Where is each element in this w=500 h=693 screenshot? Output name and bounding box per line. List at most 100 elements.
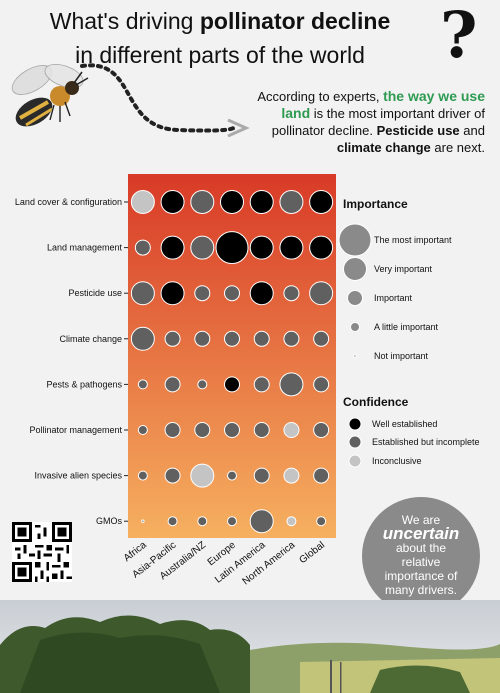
bubble [134,239,151,256]
callout-line2: about the relative importance of many dr… [384,541,458,597]
bee-icon [11,63,89,127]
legend-importance-bubble [338,223,372,257]
bubble [309,281,334,306]
bubble [224,285,240,302]
bubble [215,231,249,265]
bubble [286,516,297,527]
legend-confidence-title: Confidence [343,395,409,409]
bubble [137,379,148,390]
column-label: Global [297,540,327,566]
bubble [137,470,148,481]
bubble [283,422,300,438]
callout-big: uncertain [382,524,460,543]
bubble [279,190,304,214]
bubble [130,281,155,306]
legend-importance-label: Important [374,293,413,303]
question-mark-icon: ? [440,0,478,73]
bubble [227,470,237,481]
legend-confidence-label: Inconclusive [372,456,422,466]
bubble [283,330,300,347]
bubble [160,235,185,260]
bubble [249,509,274,534]
bubble [224,422,240,438]
row-label: GMOs [96,516,122,526]
uncertainty-callout: We are uncertain about the relative impo… [362,497,480,615]
bubble [279,235,304,260]
bubble [253,376,270,393]
legend-importance-bubble [353,354,357,358]
bubble [194,285,211,302]
bubble [197,516,208,527]
bubble [197,379,208,390]
intro-climate: climate change [336,140,431,155]
bubble [283,467,300,484]
column-label: North America [241,539,298,587]
bubble [253,467,270,484]
row-label: Land cover & configuration [15,197,122,207]
bubble [253,330,270,347]
bubble [313,422,330,438]
bubble [190,235,215,260]
row-label: Land management [47,243,123,253]
bubble [224,376,240,393]
bubble [130,326,155,351]
legend-importance-label: The most important [374,235,452,245]
chart-background [128,174,336,538]
intro-and: and [463,123,485,138]
bubble [137,425,148,435]
legend-importance-label: Not important [374,351,429,361]
row-label: Pests & pathogens [46,379,122,389]
bubble [283,285,300,302]
intro-highlight: the way we use land [281,88,485,121]
bubble [224,330,240,347]
landscape-photo [0,600,500,693]
bubble [227,516,237,527]
bubble [164,376,181,393]
bubble [249,190,274,214]
qr-code-icon[interactable] [11,522,73,582]
legend-confidence-dot [348,454,362,468]
bubble [167,516,178,527]
row-label: Pollinator management [29,425,122,435]
legend-confidence-label: Well established [372,419,437,429]
legend-importance-bubble [350,322,360,332]
bubble [309,235,334,260]
bubble [164,422,181,438]
bubble [190,463,215,488]
bubble [279,372,304,397]
bubble [316,516,327,527]
bubble [130,190,155,214]
intro-text: According to experts, the way we use lan… [240,88,485,156]
dotted-arrow-icon [80,63,250,138]
title-pre: What's driving [49,8,194,34]
row-label: Invasive alien species [34,471,122,481]
legend-importance-bubble [343,257,367,281]
intro-part2: is the most important driver of pollinat… [271,106,485,138]
bubble [164,467,181,484]
title-bold: pollinator decline [199,8,391,34]
bubble [313,467,330,484]
bubble [220,190,244,214]
legend-importance-title: Importance [343,197,408,211]
bubble [160,190,185,214]
legend-confidence-dot [348,417,362,431]
bubble [313,330,330,347]
bubble [313,376,330,393]
row-label: Pesticide use [68,288,122,298]
legend-confidence-label: Established but incomplete [372,437,480,447]
bubble [194,330,211,347]
bubble-chart: Land cover & configuration Land managemen… [15,174,480,587]
legend-importance-label: Very important [374,264,433,274]
bubble [309,190,334,214]
intro-part1: According to experts, [257,89,380,104]
page-subtitle: in different parts of the world [75,42,365,68]
bubble [164,330,181,347]
bubble [194,422,211,438]
legend-importance-label: A little important [374,322,439,332]
intro-part4: are next. [434,140,485,155]
legend-confidence-dot [348,435,362,449]
callout-line1: We are [401,513,441,527]
bubble [253,422,270,438]
bubble [141,519,145,523]
intro-pesticide: Pesticide use [376,123,460,138]
